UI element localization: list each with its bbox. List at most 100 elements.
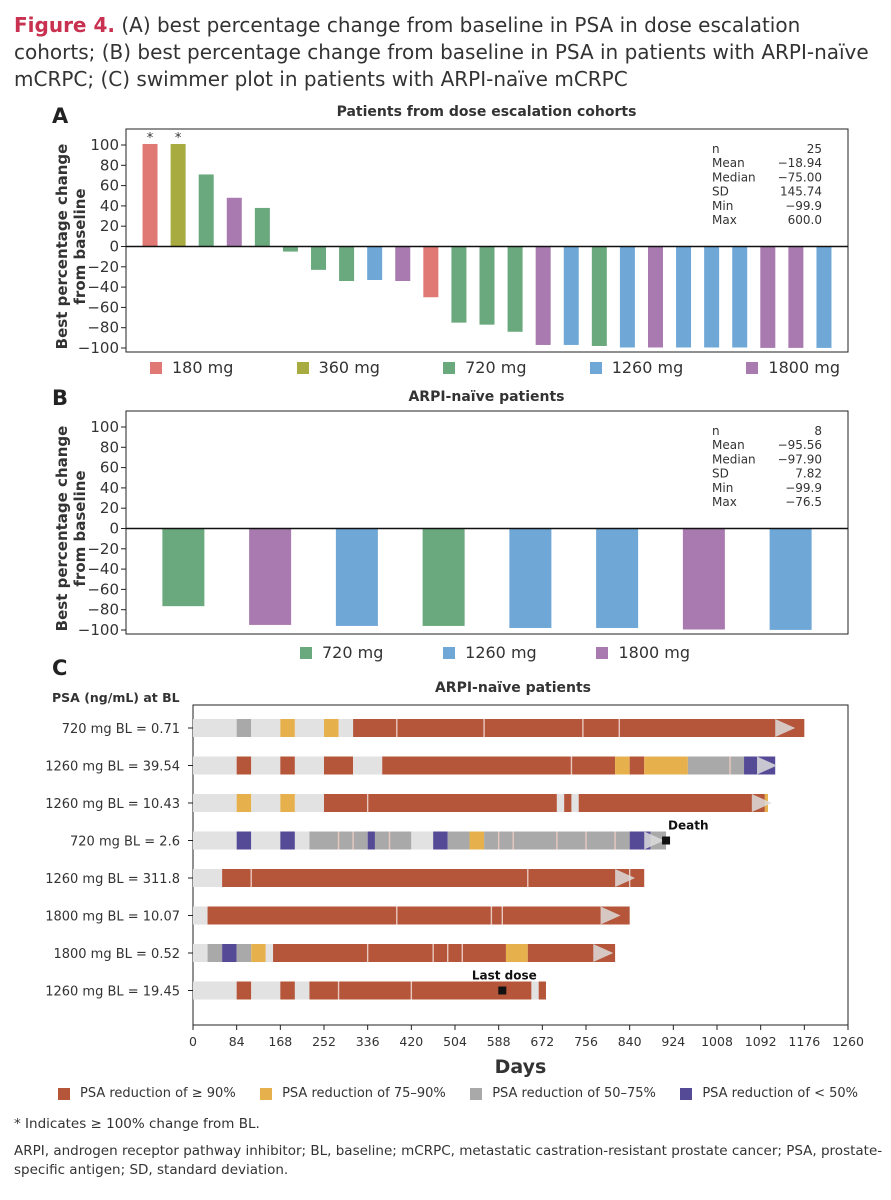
bar bbox=[282, 246, 298, 252]
y-axis-label-line2: from baseline bbox=[71, 188, 89, 304]
stats-key: Max bbox=[712, 213, 737, 227]
footnote-asterisk: * Indicates ≥ 100% change from BL. bbox=[14, 1116, 260, 1132]
swim-segment bbox=[236, 831, 252, 850]
plot-frame bbox=[125, 410, 849, 635]
swim-segment bbox=[207, 906, 630, 925]
stats-key: Min bbox=[712, 199, 733, 213]
row-header: PSA (ng/mL) at BL bbox=[52, 690, 180, 705]
y-tick-label: 20 bbox=[100, 217, 119, 235]
y-axis-label-line1: Best percentage change bbox=[53, 426, 71, 632]
legend-720mg-label: 720 mg bbox=[465, 358, 527, 377]
y-tick-label: −80 bbox=[87, 319, 119, 337]
ongoing-arrow bbox=[615, 869, 636, 887]
swim-segment bbox=[469, 831, 485, 850]
panel-b-legend: 720 mg 1260 mg 1800 mg bbox=[300, 643, 690, 662]
stats-value: −99.9 bbox=[785, 481, 822, 495]
y-tick-label: 0 bbox=[109, 238, 119, 256]
stats-key: Mean bbox=[712, 438, 745, 452]
event-marker bbox=[498, 986, 507, 995]
bar bbox=[682, 528, 725, 630]
swim-segment bbox=[193, 756, 237, 775]
swim-segment bbox=[236, 794, 252, 812]
legend-lt50-label: PSA reduction of < 50% bbox=[702, 1086, 858, 1101]
swim-segment bbox=[222, 869, 645, 887]
stats-value: −75.00 bbox=[778, 170, 822, 184]
legend-50-75: PSA reduction of 50–75% bbox=[470, 1086, 656, 1101]
swim-segment bbox=[251, 944, 266, 962]
stats-value: −18.94 bbox=[778, 156, 822, 170]
bar bbox=[226, 197, 242, 247]
swim-segment bbox=[629, 756, 645, 775]
swim-segment bbox=[236, 944, 252, 962]
stats-key: n bbox=[712, 424, 720, 438]
swim-segment bbox=[433, 831, 448, 850]
swim-segment bbox=[193, 869, 223, 887]
swim-segment bbox=[280, 756, 295, 775]
stats-value: −99.9 bbox=[785, 199, 822, 213]
swim-segment bbox=[644, 756, 688, 775]
swim-segment bbox=[505, 944, 528, 962]
ongoing-arrow bbox=[751, 794, 772, 812]
row-label: 1260 mg BL = 10.43 bbox=[45, 797, 180, 812]
y-tick-label: −80 bbox=[87, 601, 119, 619]
panel-a-letter: A bbox=[52, 104, 69, 128]
event-marker bbox=[662, 836, 671, 845]
x-tick-label: 672 bbox=[530, 1034, 554, 1049]
stats-value: 7.82 bbox=[795, 467, 822, 481]
bar bbox=[422, 528, 465, 626]
swim-segment bbox=[193, 794, 237, 812]
legend-1260mg: 1260 mg bbox=[589, 358, 683, 377]
bar bbox=[395, 246, 411, 282]
ongoing-arrow bbox=[757, 756, 778, 775]
swim-segment bbox=[251, 831, 281, 850]
row-label: 1800 mg BL = 10.07 bbox=[45, 910, 180, 925]
stats-key: n bbox=[712, 142, 720, 156]
bar bbox=[596, 528, 639, 628]
bar bbox=[647, 246, 663, 348]
x-tick-label: 1008 bbox=[701, 1034, 733, 1049]
swim-segment bbox=[687, 756, 732, 775]
swim-segment bbox=[324, 794, 557, 812]
row-label: 1260 mg BL = 39.54 bbox=[45, 760, 180, 775]
y-tick-label: −20 bbox=[87, 258, 119, 276]
bar bbox=[451, 246, 467, 323]
plot-frame bbox=[125, 128, 849, 353]
legend-b-1260mg: 1260 mg bbox=[443, 643, 537, 662]
legend-1800mg: 1800 mg bbox=[746, 358, 840, 377]
x-tick-label: 252 bbox=[312, 1034, 336, 1049]
bar bbox=[479, 246, 495, 325]
swim-segment bbox=[280, 719, 295, 737]
legend-50-75-label: PSA reduction of 50–75% bbox=[492, 1086, 656, 1101]
swim-segment bbox=[367, 831, 375, 850]
row-label: 1260 mg BL = 311.8 bbox=[45, 872, 180, 887]
y-tick-label: 40 bbox=[100, 479, 119, 497]
bar bbox=[732, 246, 748, 348]
stats-key: SD bbox=[712, 467, 729, 481]
bar bbox=[816, 246, 832, 348]
swim-segment bbox=[294, 794, 324, 812]
swim-segment bbox=[538, 981, 546, 1000]
stats-value: 600.0 bbox=[788, 213, 822, 227]
legend-75-90-label: PSA reduction of 75–90% bbox=[282, 1086, 446, 1101]
y-tick-label: 80 bbox=[100, 438, 119, 456]
bar bbox=[535, 246, 551, 345]
swim-segment bbox=[294, 981, 310, 1000]
bar bbox=[760, 246, 776, 348]
swim-segment bbox=[193, 831, 237, 850]
x-tick-label: 756 bbox=[574, 1034, 598, 1049]
swim-segment bbox=[236, 756, 252, 775]
y-tick-label: 100 bbox=[90, 418, 119, 436]
stats-value: −76.5 bbox=[785, 495, 822, 509]
swim-segment bbox=[324, 756, 354, 775]
legend-b-720mg: 720 mg bbox=[300, 643, 383, 662]
swim-segment bbox=[193, 981, 237, 1000]
y-tick-label: 60 bbox=[100, 459, 119, 477]
x-tick-label: 1260 bbox=[832, 1034, 864, 1049]
swim-segment bbox=[251, 981, 281, 1000]
panel-c-legend: PSA reduction of ≥ 90% PSA reduction of … bbox=[58, 1086, 858, 1101]
row-label: 1260 mg BL = 19.45 bbox=[45, 985, 180, 1000]
swim-segment bbox=[731, 756, 745, 775]
stats-key: Min bbox=[712, 481, 733, 495]
swim-segment bbox=[531, 981, 539, 1000]
event-marker-label: Death bbox=[668, 819, 708, 833]
